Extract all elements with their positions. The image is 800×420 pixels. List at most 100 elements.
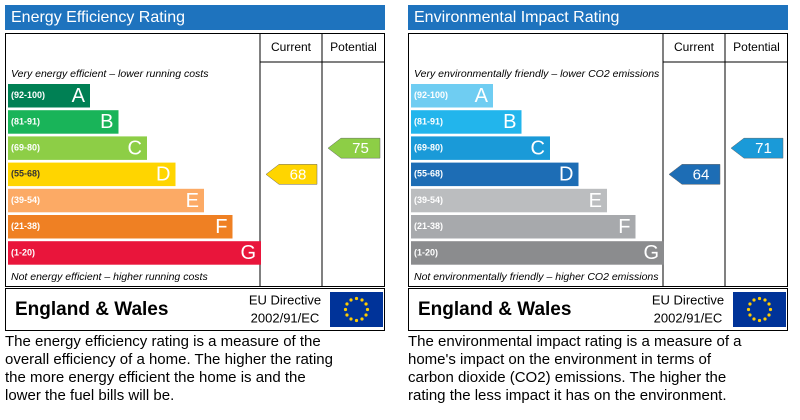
flag-star bbox=[757, 318, 762, 323]
rating-band bbox=[8, 84, 90, 108]
flag-star bbox=[345, 313, 349, 317]
rating-box bbox=[408, 33, 788, 287]
rating-value: 71 bbox=[755, 140, 772, 157]
rating-band bbox=[8, 188, 204, 213]
rating-arrow bbox=[265, 164, 318, 185]
rating-band bbox=[411, 84, 493, 108]
flag-star bbox=[349, 317, 353, 321]
band-range: (55-68) bbox=[11, 169, 40, 179]
rating-band bbox=[8, 136, 147, 160]
band-letter: G bbox=[240, 242, 256, 264]
rating-band bbox=[8, 215, 233, 239]
description-line: overall efficiency of a home. The higher… bbox=[5, 351, 333, 368]
rating-band bbox=[411, 136, 550, 160]
band-range: (1-20) bbox=[11, 247, 35, 257]
description-line: the more energy efficient the home is an… bbox=[5, 369, 306, 386]
description-line: The environmental impact rating is a mea… bbox=[408, 333, 742, 350]
band-letter: A bbox=[475, 85, 489, 107]
rating-box bbox=[5, 33, 385, 287]
band-letter: B bbox=[100, 111, 113, 133]
directive: EU Directive bbox=[652, 292, 724, 307]
rating-band bbox=[411, 215, 636, 239]
band-letter: F bbox=[215, 216, 227, 238]
band-letter: E bbox=[589, 190, 602, 212]
band-range: (81-91) bbox=[11, 116, 40, 126]
rating-arrow bbox=[730, 137, 784, 159]
rating-band bbox=[8, 162, 176, 187]
flag-star bbox=[767, 302, 771, 306]
band-letter: D bbox=[156, 164, 170, 186]
description-line: lower the fuel bills will be. bbox=[5, 387, 174, 404]
flag-star bbox=[746, 307, 751, 312]
rating-value: 75 bbox=[352, 140, 369, 157]
band-range: (69-80) bbox=[11, 143, 40, 153]
band-range: (39-54) bbox=[11, 195, 40, 205]
flag-star bbox=[349, 298, 353, 302]
description-line: The energy efficiency rating is a measur… bbox=[5, 333, 321, 350]
description-line: carbon dioxide (CO2) emissions. The high… bbox=[408, 369, 726, 386]
rating-band bbox=[8, 110, 119, 134]
column-header: Current bbox=[674, 40, 715, 54]
footer-box bbox=[5, 288, 385, 331]
flag-star bbox=[757, 296, 762, 301]
band-letter: C bbox=[128, 137, 142, 159]
flag-star bbox=[763, 317, 767, 321]
band-range: (81-91) bbox=[414, 116, 443, 126]
band-letter: E bbox=[186, 190, 199, 212]
flag-star bbox=[343, 307, 348, 312]
column-header: Current bbox=[271, 40, 312, 54]
rating-arrow bbox=[327, 137, 381, 159]
rating-band bbox=[8, 241, 261, 265]
directive: 2002/91/EC bbox=[654, 310, 723, 325]
band-letter: C bbox=[531, 137, 545, 159]
rating-band bbox=[411, 110, 522, 134]
band-letter: A bbox=[72, 85, 86, 107]
flag-star bbox=[767, 313, 771, 317]
band-letter: F bbox=[618, 216, 630, 238]
band-range: (92-100) bbox=[11, 90, 45, 100]
description-line: rating the less impact it has on the env… bbox=[408, 387, 727, 404]
flag-star bbox=[364, 313, 368, 317]
rating-band bbox=[411, 162, 579, 187]
flag-star bbox=[364, 302, 368, 306]
column-header: Potential bbox=[330, 40, 377, 54]
flag-star bbox=[768, 307, 773, 312]
region: England & Wales bbox=[418, 299, 571, 320]
band-letter: G bbox=[643, 242, 659, 264]
directive: EU Directive bbox=[249, 292, 321, 307]
bottom-note: Not energy efficient – higher running co… bbox=[11, 271, 208, 283]
bottom-note: Not environmentally friendly – higher CO… bbox=[414, 271, 659, 283]
title-bar bbox=[408, 5, 788, 30]
flag-star bbox=[360, 317, 364, 321]
band-letter: B bbox=[503, 111, 516, 133]
rating-panel: Energy Efficiency Rating Current Potential… bbox=[5, 5, 385, 404]
flag-star bbox=[763, 298, 767, 302]
title-bar bbox=[5, 5, 385, 30]
rating-panel: Environmental Impact Rating Current Potent… bbox=[408, 5, 788, 404]
flag-star bbox=[748, 313, 752, 317]
region: England & Wales bbox=[15, 299, 168, 320]
band-range: (55-68) bbox=[414, 169, 443, 179]
flag-star bbox=[354, 296, 359, 301]
footer-box bbox=[408, 288, 788, 331]
flag-star bbox=[345, 302, 349, 306]
band-range: (1-20) bbox=[414, 247, 438, 257]
panel-title: Environmental Impact Rating bbox=[414, 9, 619, 26]
band-range: (92-100) bbox=[414, 90, 448, 100]
rating-value: 68 bbox=[290, 166, 307, 183]
rating-band bbox=[411, 241, 664, 265]
flag-star bbox=[752, 298, 756, 302]
flag-star bbox=[748, 302, 752, 306]
flag-star bbox=[354, 318, 359, 323]
panel-title: Energy Efficiency Rating bbox=[11, 9, 185, 26]
directive: 2002/91/EC bbox=[251, 310, 320, 325]
top-note: Very environmentally friendly – lower CO… bbox=[414, 68, 660, 80]
band-range: (21-38) bbox=[11, 221, 40, 231]
band-range: (39-54) bbox=[414, 195, 443, 205]
rating-band bbox=[411, 188, 607, 213]
top-note: Very energy efficient – lower running co… bbox=[11, 68, 209, 80]
band-range: (21-38) bbox=[414, 221, 443, 231]
rating-arrow bbox=[668, 164, 721, 185]
rating-value: 64 bbox=[693, 166, 710, 183]
